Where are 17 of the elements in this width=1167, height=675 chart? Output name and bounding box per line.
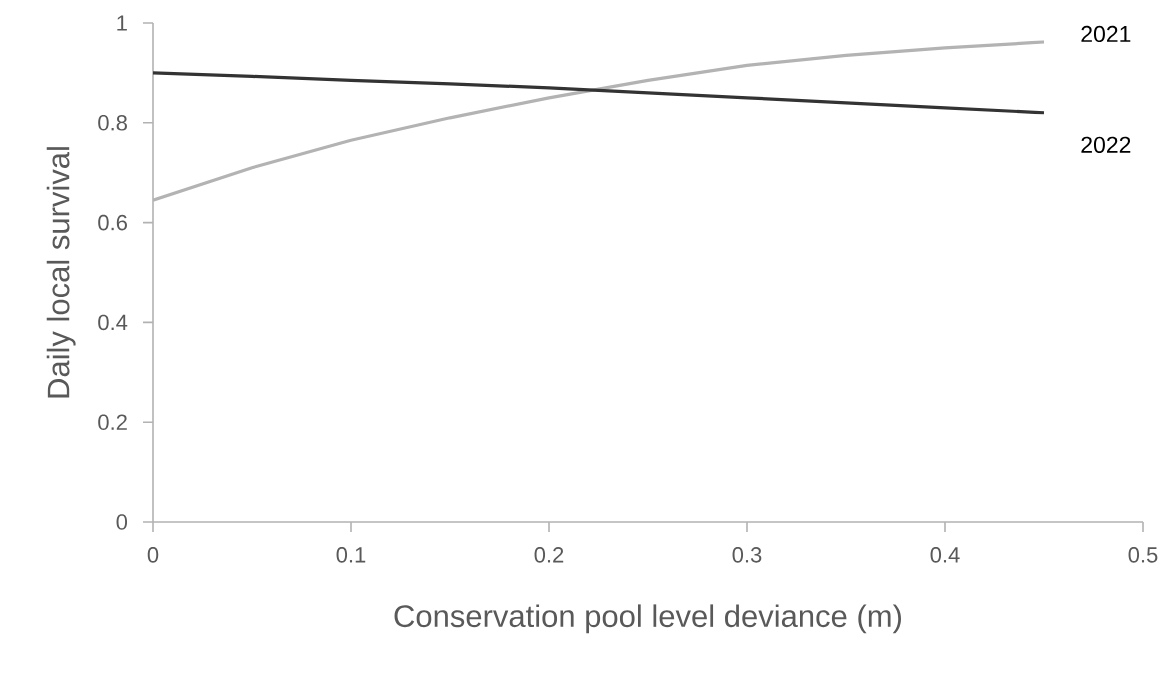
y-tick-label: 0: [116, 514, 128, 530]
y-tick-label: 0.8: [98, 115, 127, 131]
x-tick-label: 0: [147, 547, 159, 563]
y-axis-title: Daily local survival: [46, 147, 76, 398]
y-tick-label: 0.2: [98, 414, 127, 430]
series-label: 2021: [1081, 25, 1131, 43]
x-axis-title: Conservation pool level deviance (m): [394, 604, 901, 634]
x-tick-label: 0.4: [930, 547, 960, 563]
x-tick-label: 0.1: [336, 547, 366, 563]
y-tick-label: 0.4: [98, 314, 128, 331]
y-tick-label: 0.6: [98, 214, 127, 231]
x-tick-label: 0.2: [534, 547, 564, 563]
x-tick-label: 0.5: [1128, 547, 1158, 563]
line-series: [153, 71, 1046, 115]
x-tick-label: 0.3: [732, 547, 762, 563]
y-tick-label: 1: [117, 15, 127, 31]
series-label: 2022: [1081, 136, 1131, 153]
